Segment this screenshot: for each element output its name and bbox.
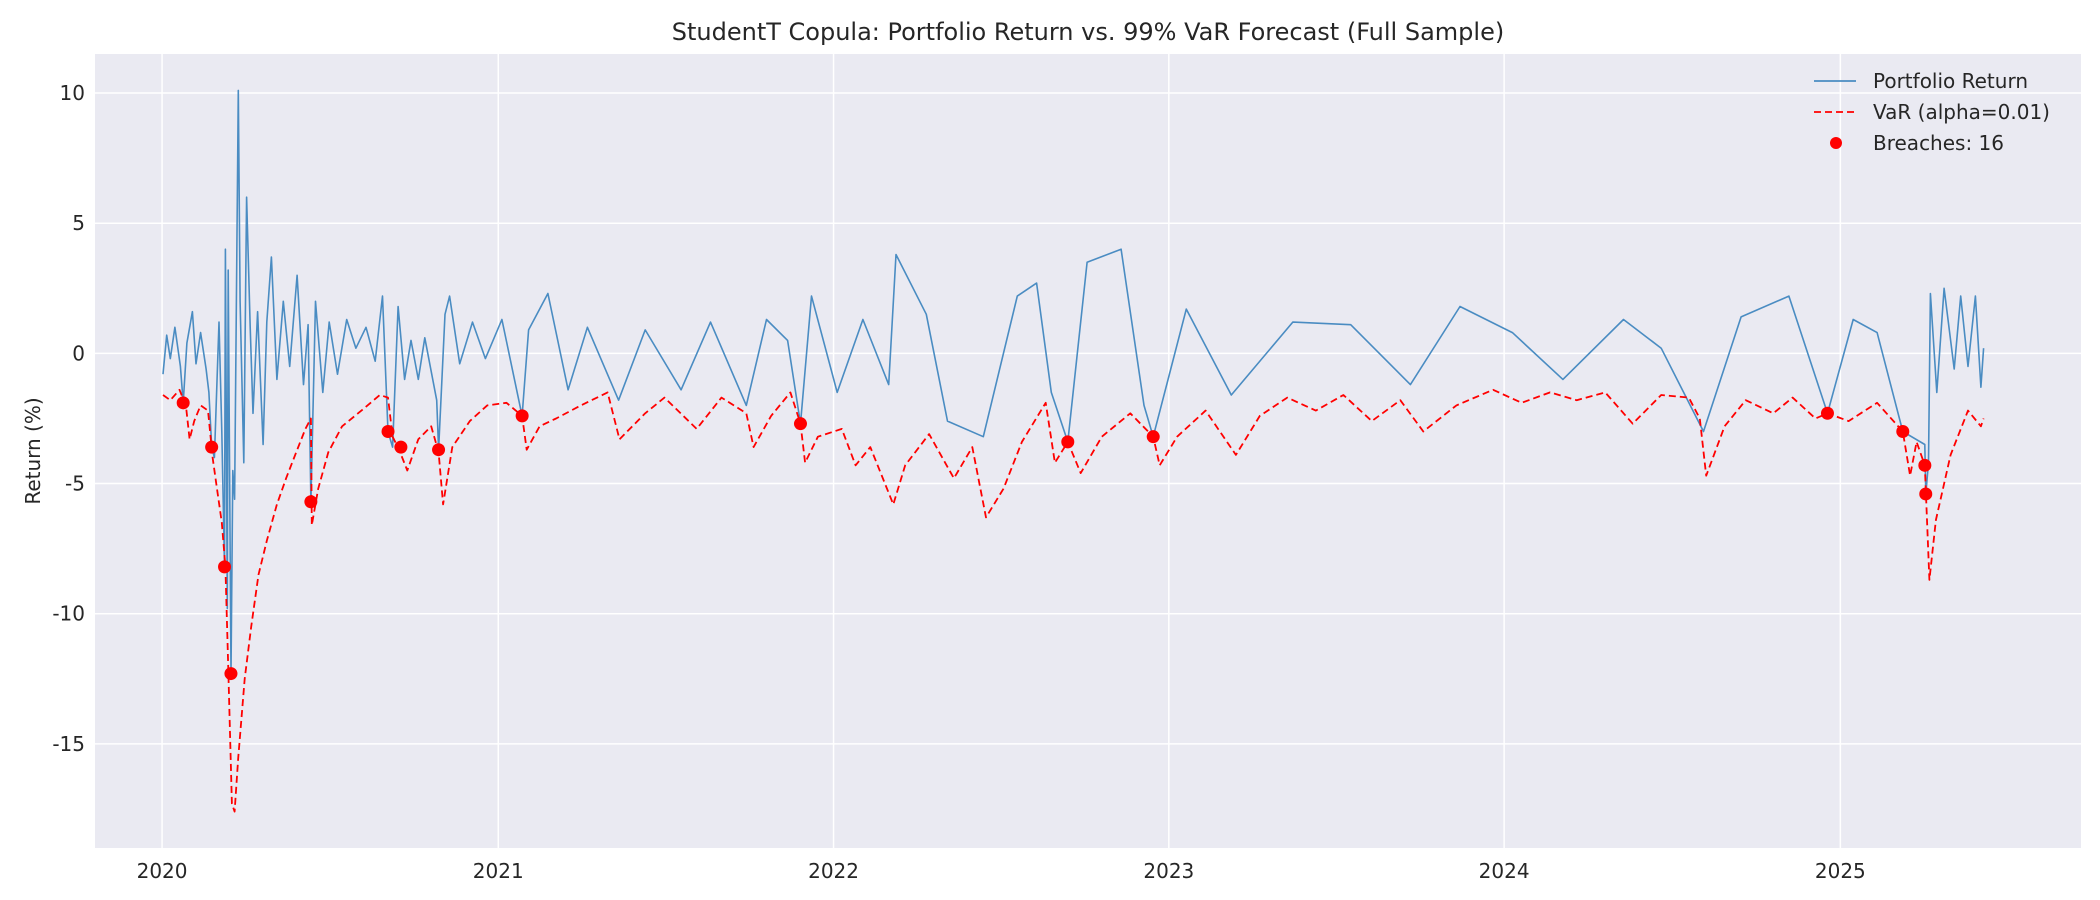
- x-tick-label: 2023: [1143, 859, 1194, 883]
- y-axis-label: Return (%): [21, 397, 45, 504]
- x-tick-label: 2022: [808, 859, 859, 883]
- x-tick-label: 2025: [1815, 859, 1866, 883]
- grid-lines: [95, 54, 2081, 848]
- breach-point: [205, 440, 219, 454]
- breach-point: [1146, 430, 1160, 444]
- y-tick-labels: 10 5 0 -5 -10 -15: [52, 81, 85, 756]
- y-tick-label: -5: [65, 472, 85, 496]
- var-line: [162, 388, 1985, 813]
- breach-point: [218, 560, 232, 574]
- x-tick-label: 2024: [1479, 859, 1530, 883]
- breach-point: [1820, 406, 1834, 420]
- x-tick-label: 2021: [473, 859, 524, 883]
- breach-point: [224, 667, 238, 681]
- breach-point: [432, 443, 446, 457]
- legend-label-var: VaR (alpha=0.01): [1873, 100, 2050, 124]
- portfolio-return-line: [162, 89, 1985, 675]
- legend-swatch-breaches: [1830, 137, 1842, 149]
- breach-point: [1061, 435, 1075, 449]
- x-tick-label: 2020: [137, 859, 188, 883]
- y-tick-label: -10: [52, 602, 85, 626]
- y-tick-label: 10: [60, 81, 85, 105]
- y-tick-label: 0: [72, 341, 85, 365]
- chart-title: StudentT Copula: Portfolio Return vs. 99…: [672, 18, 1504, 46]
- y-tick-label: -15: [52, 732, 85, 756]
- legend: Portfolio Return VaR (alpha=0.01) Breach…: [1814, 69, 2050, 155]
- x-tick-labels: 2020 2021 2022 2023 2024 2025: [137, 859, 1866, 883]
- series-lines: [162, 89, 1985, 813]
- breach-point: [394, 440, 408, 454]
- breach-point: [515, 409, 529, 423]
- breach-point: [1896, 424, 1910, 438]
- breach-point: [793, 417, 807, 431]
- legend-label-portfolio-return: Portfolio Return: [1873, 69, 2028, 93]
- breach-point: [381, 424, 395, 438]
- plot-area: [95, 54, 2081, 848]
- breach-markers: [176, 396, 1933, 681]
- y-tick-label: 5: [72, 211, 85, 235]
- breach-point: [176, 396, 190, 410]
- breach-point: [1919, 487, 1933, 501]
- breach-point: [304, 495, 318, 509]
- legend-label-breaches: Breaches: 16: [1873, 131, 2004, 155]
- breach-point: [1918, 458, 1932, 472]
